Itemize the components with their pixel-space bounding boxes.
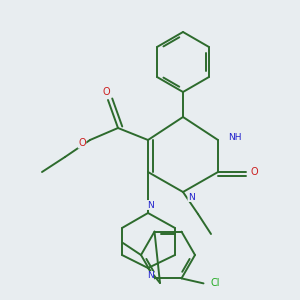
Text: N: N (188, 193, 195, 202)
Text: NH: NH (228, 134, 242, 142)
Text: N: N (147, 272, 153, 280)
Text: Cl: Cl (211, 278, 220, 288)
Text: O: O (102, 87, 110, 97)
Text: O: O (78, 138, 86, 148)
Text: O: O (250, 167, 258, 177)
Text: N: N (147, 200, 153, 209)
